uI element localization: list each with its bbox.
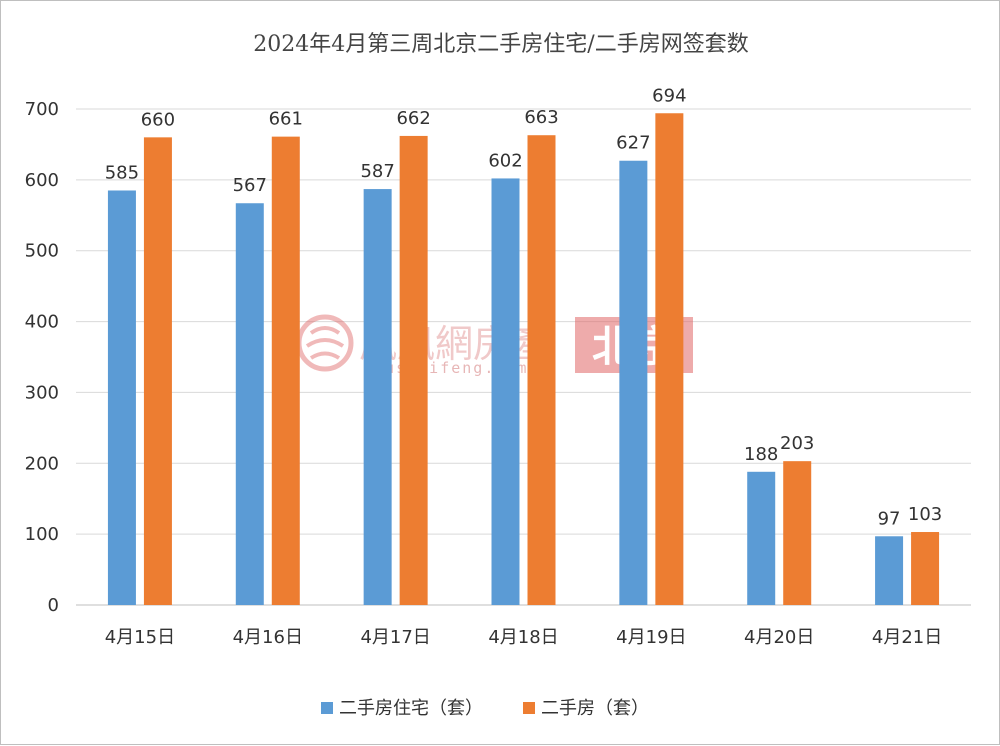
- bars: [107, 113, 940, 606]
- x-tick-label: 4月16日: [233, 627, 303, 648]
- bar: [747, 471, 776, 605]
- data-label: 203: [780, 433, 814, 454]
- y-tick-label: 200: [25, 453, 59, 474]
- bar: [363, 189, 392, 605]
- bar: [655, 113, 684, 605]
- bar: [235, 203, 264, 606]
- data-label: 587: [360, 161, 394, 182]
- legend-label: 二手房住宅（套）: [339, 698, 483, 719]
- data-label: 662: [396, 108, 430, 129]
- bar: [107, 190, 136, 605]
- legend-label: 二手房（套）: [541, 698, 649, 719]
- x-tick-label: 4月19日: [616, 627, 686, 648]
- y-tick-label: 0: [48, 595, 59, 616]
- y-tick-label: 500: [25, 241, 59, 262]
- y-tick-label: 300: [25, 382, 59, 403]
- data-label: 661: [269, 109, 303, 130]
- x-tick-label: 4月18日: [488, 627, 558, 648]
- x-tick-label: 4月15日: [105, 627, 175, 648]
- x-tick-label: 4月17日: [360, 627, 430, 648]
- data-label: 602: [488, 150, 522, 171]
- bar: [875, 536, 904, 605]
- data-label: 694: [652, 85, 686, 106]
- data-label: 567: [233, 175, 267, 196]
- legend: 二手房住宅（套） 二手房（套）: [321, 698, 649, 719]
- chart-title: 2024年4月第三周北京二手房住宅/二手房网签套数: [253, 32, 748, 57]
- bar: [271, 136, 300, 606]
- bar: [399, 135, 428, 605]
- data-label: 97: [878, 508, 901, 529]
- data-label: 627: [616, 133, 650, 154]
- bar: [143, 137, 172, 606]
- bar: [783, 461, 812, 605]
- x-axis-ticks: 4月15日 4月16日 4月17日 4月18日 4月19日 4月20日 4月21日: [105, 627, 943, 648]
- data-label: 103: [908, 504, 942, 525]
- bar: [491, 178, 520, 605]
- data-label: 585: [105, 162, 139, 183]
- y-tick-label: 400: [25, 312, 59, 333]
- data-label: 663: [524, 107, 558, 128]
- bar: [619, 160, 648, 605]
- x-tick-label: 4月20日: [744, 627, 814, 648]
- gridlines: [76, 108, 971, 606]
- x-tick-label: 4月21日: [872, 627, 942, 648]
- legend-swatch: [523, 702, 535, 714]
- ifeng-phoenix-logo-icon: [296, 314, 354, 372]
- y-tick-label: 700: [25, 99, 59, 120]
- y-tick-label: 100: [25, 524, 59, 545]
- y-axis-ticks: 0 100 200 300 400 500 600 700: [25, 99, 59, 616]
- y-tick-label: 600: [25, 170, 59, 191]
- data-label: 188: [744, 444, 778, 465]
- data-label: 660: [141, 109, 175, 130]
- bar: [527, 135, 556, 605]
- bar: [911, 532, 940, 605]
- legend-swatch: [321, 702, 333, 714]
